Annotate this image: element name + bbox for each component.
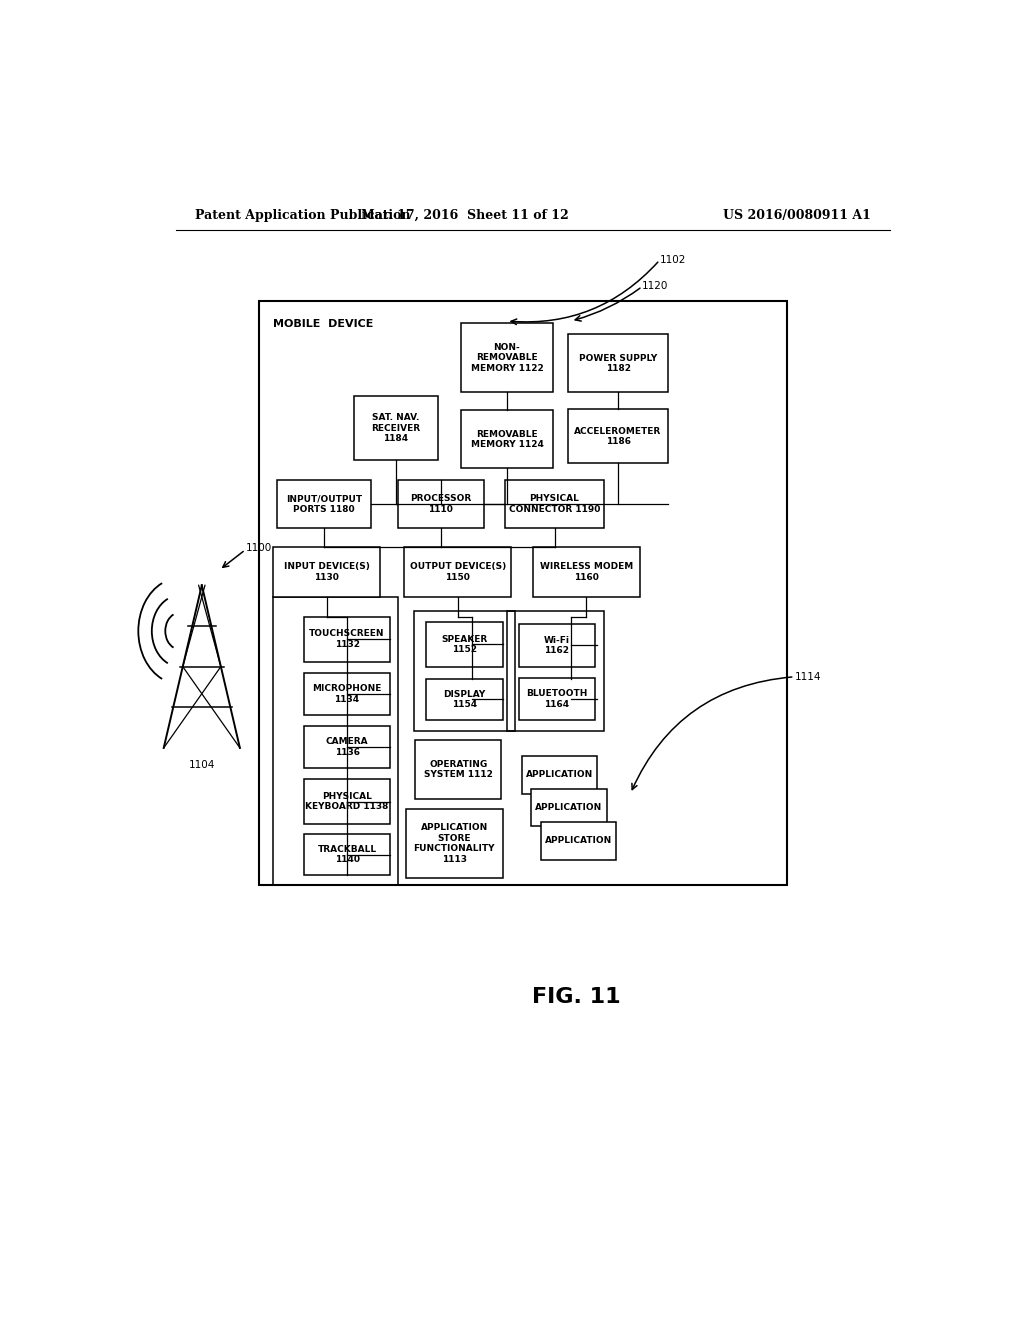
Text: 1102: 1102 <box>659 255 686 265</box>
Text: INPUT DEVICE(S)
1130: INPUT DEVICE(S) 1130 <box>284 562 370 582</box>
Bar <box>426 678 504 721</box>
Bar <box>519 624 595 667</box>
Text: DISPLAY
1154: DISPLAY 1154 <box>443 690 485 709</box>
Text: US 2016/0080911 A1: US 2016/0080911 A1 <box>723 209 871 222</box>
Text: CAMERA
1136: CAMERA 1136 <box>326 737 369 756</box>
Text: SAT. NAV.
RECEIVER
1184: SAT. NAV. RECEIVER 1184 <box>372 413 421 444</box>
Bar <box>304 834 390 875</box>
Text: MICROPHONE
1134: MICROPHONE 1134 <box>312 684 382 704</box>
Bar <box>404 546 511 598</box>
Text: OUTPUT DEVICE(S)
1150: OUTPUT DEVICE(S) 1150 <box>410 562 506 582</box>
Bar <box>273 546 380 598</box>
Bar <box>541 822 616 859</box>
Text: BLUETOOTH
1164: BLUETOOTH 1164 <box>526 689 588 709</box>
Text: APPLICATION: APPLICATION <box>545 837 612 845</box>
Bar <box>304 779 390 824</box>
Bar <box>259 301 786 886</box>
Text: FIG. 11: FIG. 11 <box>532 987 621 1007</box>
Text: NON-
REMOVABLE
MEMORY 1122: NON- REMOVABLE MEMORY 1122 <box>471 343 544 372</box>
Text: 1100: 1100 <box>246 543 271 553</box>
Bar <box>505 479 604 528</box>
Text: APPLICATION: APPLICATION <box>536 803 602 812</box>
Text: Patent Application Publication: Patent Application Publication <box>196 209 411 222</box>
Text: ACCELEROMETER
1186: ACCELEROMETER 1186 <box>574 426 662 446</box>
Bar <box>507 611 604 731</box>
Bar <box>304 616 390 661</box>
Text: REMOVABLE
MEMORY 1124: REMOVABLE MEMORY 1124 <box>470 430 544 449</box>
Bar <box>414 611 515 731</box>
Bar <box>519 677 595 721</box>
Text: 1104: 1104 <box>188 760 215 770</box>
Text: Mar. 17, 2016  Sheet 11 of 12: Mar. 17, 2016 Sheet 11 of 12 <box>361 209 569 222</box>
Bar <box>461 323 553 392</box>
Bar <box>273 598 397 886</box>
Text: TRACKBALL
1140: TRACKBALL 1140 <box>317 845 377 865</box>
Bar <box>532 546 640 598</box>
Bar <box>461 411 553 469</box>
Text: POWER SUPPLY
1182: POWER SUPPLY 1182 <box>579 354 657 374</box>
Text: PHYSICAL
CONNECTOR 1190: PHYSICAL CONNECTOR 1190 <box>509 494 600 513</box>
Bar <box>568 409 668 463</box>
Bar <box>531 788 606 826</box>
Text: APPLICATION
STORE
FUNCTIONALITY
1113: APPLICATION STORE FUNCTIONALITY 1113 <box>414 824 495 863</box>
Bar <box>426 622 504 667</box>
Text: WIRELESS MODEM
1160: WIRELESS MODEM 1160 <box>540 562 633 582</box>
Bar <box>416 739 501 799</box>
Text: TOUCHSCREEN
1132: TOUCHSCREEN 1132 <box>309 630 385 649</box>
Text: 1114: 1114 <box>795 672 821 681</box>
Text: MOBILE  DEVICE: MOBILE DEVICE <box>273 319 374 329</box>
Bar <box>354 396 437 461</box>
Text: Wi-Fi
1162: Wi-Fi 1162 <box>544 635 570 655</box>
Bar <box>304 726 390 768</box>
Bar <box>568 334 668 392</box>
Text: OPERATING
SYSTEM 1112: OPERATING SYSTEM 1112 <box>424 759 493 779</box>
Text: PROCESSOR
1110: PROCESSOR 1110 <box>410 494 471 513</box>
Bar <box>521 756 597 793</box>
Bar <box>278 479 371 528</box>
Text: APPLICATION: APPLICATION <box>525 771 593 779</box>
Text: 1120: 1120 <box>642 281 669 292</box>
Text: SPEAKER
1152: SPEAKER 1152 <box>441 635 487 653</box>
Text: PHYSICAL
KEYBOARD 1138: PHYSICAL KEYBOARD 1138 <box>305 792 389 812</box>
Bar <box>397 479 483 528</box>
Text: INPUT/OUTPUT
PORTS 1180: INPUT/OUTPUT PORTS 1180 <box>286 494 362 513</box>
Bar <box>406 809 503 878</box>
Bar <box>304 673 390 715</box>
